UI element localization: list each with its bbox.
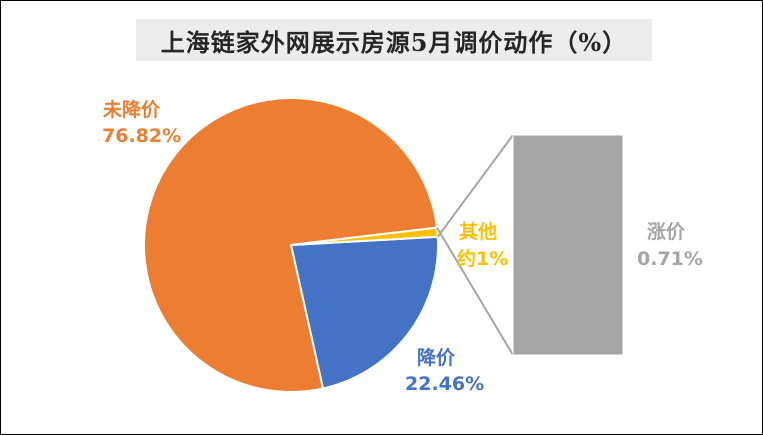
label-other-value: 约1% bbox=[457, 248, 509, 270]
label-other-name: 其他 bbox=[459, 221, 498, 243]
label-not-reduced-value: 76.82% bbox=[102, 125, 182, 147]
label-raised-value: 0.71% bbox=[637, 248, 703, 270]
label-reduced-value: 22.46% bbox=[405, 373, 485, 395]
label-reduced-name: 降价 bbox=[417, 347, 456, 369]
connector-line-bottom bbox=[436, 227, 514, 356]
breakout-bar-raised bbox=[512, 134, 624, 356]
label-not-reduced-name: 未降价 bbox=[103, 99, 161, 121]
pie-slice-reduced bbox=[290, 235, 439, 390]
chart-title: 上海链家外网展示房源5月调价动作（%） bbox=[136, 19, 652, 61]
connector-line-top bbox=[436, 134, 514, 238]
label-raised-name: 涨价 bbox=[647, 221, 686, 243]
